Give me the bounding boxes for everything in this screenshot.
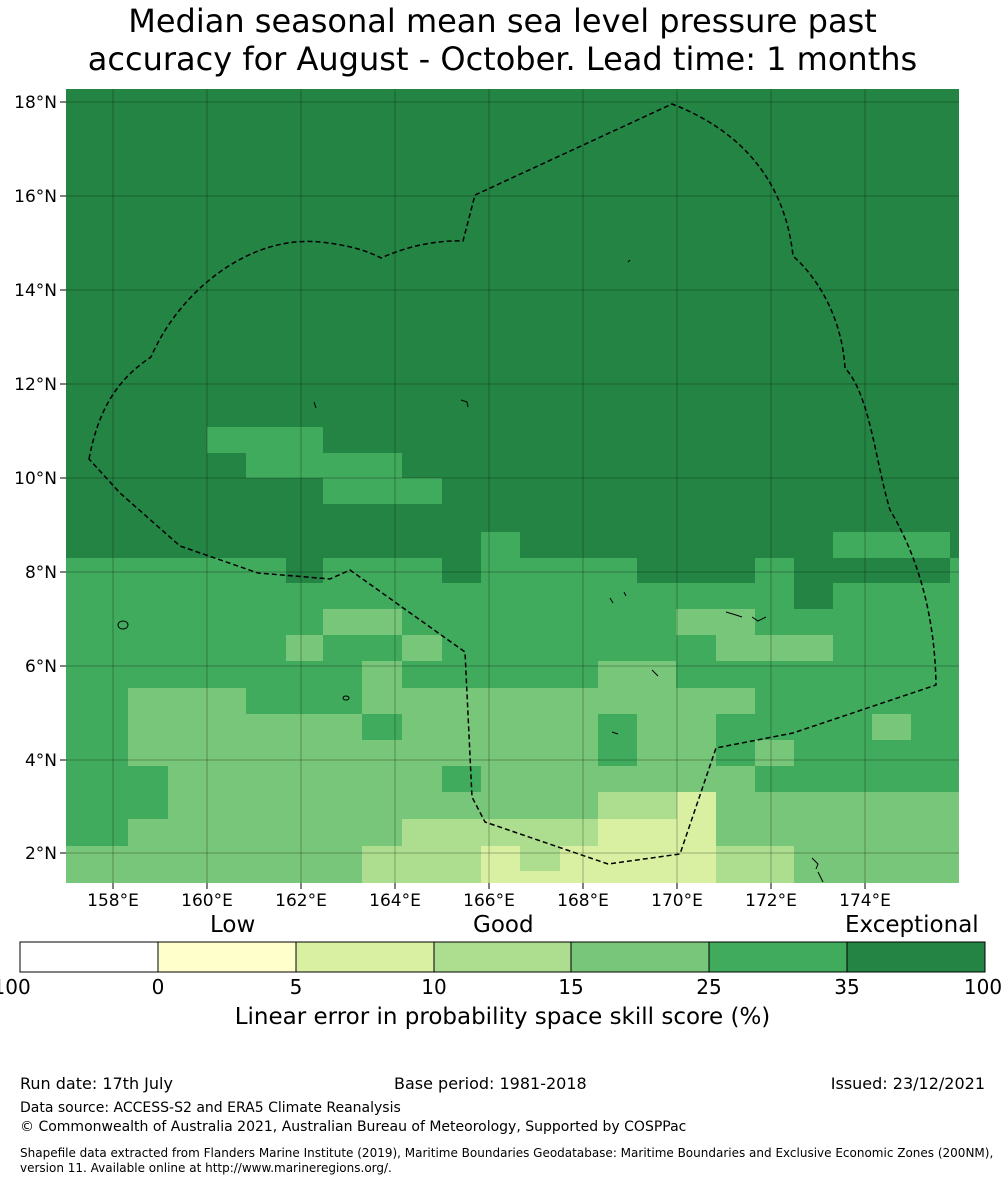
legend-category-good: Good	[473, 912, 534, 938]
colorbar-swatch-neg100-0	[19, 941, 159, 973]
shapefile-credit: Shapefile data extracted from Flanders M…	[20, 1146, 994, 1175]
data-source: Data source: ACCESS-S2 and ERA5 Climate …	[20, 1100, 401, 1116]
skill-region-25-35-inner	[66, 661, 637, 846]
lon-label-168e: 168°E	[557, 891, 609, 911]
eez-boundary	[88, 103, 937, 865]
colorbar-label: Linear error in probability space skill …	[234, 1004, 771, 1030]
islands	[117, 259, 824, 883]
lat-label-14n: 14°N	[14, 281, 57, 301]
lat-label-6n: 6°N	[25, 657, 57, 677]
lon-label-160e: 160°E	[181, 891, 233, 911]
legend-tick: 100	[963, 975, 1003, 999]
colorbar-swatch-15-25	[570, 941, 710, 973]
legend-tick: 25	[696, 975, 722, 999]
map-title-line-1: Median seasonal mean sea level pressure …	[128, 2, 877, 40]
legend-tick: 15	[558, 975, 584, 999]
lon-label-158e: 158°E	[87, 891, 139, 911]
copyright: © Commonwealth of Australia 2021, Austra…	[20, 1119, 687, 1135]
colorbar-swatch-10-15	[433, 941, 572, 973]
colorbar-swatch-0-5	[157, 941, 297, 973]
map-title-line-2: accuracy for August - October. Lead time…	[87, 40, 918, 78]
colorbar-swatch-25-35	[708, 941, 848, 973]
lon-label-164e: 164°E	[369, 891, 421, 911]
lon-label-170e: 170°E	[651, 891, 703, 911]
colorbar-swatch-35-100	[846, 941, 986, 973]
base-period: Base period: 1981-2018	[394, 1074, 587, 1093]
skill-region-5-10	[481, 792, 716, 883]
legend-category-exceptional: Exceptional	[845, 912, 979, 938]
lon-label-174e: 174°E	[839, 891, 891, 911]
skill-region-15-25	[66, 609, 959, 883]
lat-label-10n: 10°N	[14, 469, 57, 489]
lat-label-4n: 4°N	[25, 751, 57, 771]
legend-category-low: Low	[210, 912, 256, 938]
legend-tick: 5	[289, 975, 303, 999]
issued-date: Issued: 23/12/2021	[830, 1074, 985, 1093]
lat-label-8n: 8°N	[25, 563, 57, 583]
colorbar	[19, 941, 986, 973]
legend-tick: 35	[834, 975, 860, 999]
lon-label-172e: 172°E	[745, 891, 797, 911]
axis-ticks	[60, 101, 866, 889]
lat-label-2n: 2°N	[25, 844, 57, 864]
legend-tick: 10	[421, 975, 447, 999]
skill-region-10-15	[362, 792, 794, 883]
lat-label-16n: 16°N	[14, 187, 57, 207]
lon-label-162e: 162°E	[275, 891, 327, 911]
colorbar-swatch-5-10	[295, 941, 435, 973]
lat-label-12n: 12°N	[14, 375, 57, 395]
legend-tick: -100	[0, 975, 31, 999]
lon-label-166e: 166°E	[463, 891, 515, 911]
run-date: Run date: 17th July	[20, 1074, 173, 1093]
map-gridlines	[66, 89, 959, 883]
lat-label-18n: 18°N	[14, 93, 57, 113]
legend-tick: 0	[151, 975, 165, 999]
